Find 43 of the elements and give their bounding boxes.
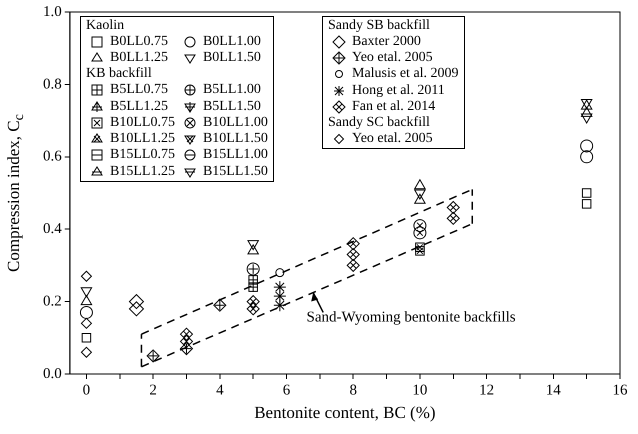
legend-label: B15LL1.50 — [202, 164, 268, 180]
annotation: Sandy SB backfill — [328, 18, 431, 34]
legend-label: Baxter 2000 — [351, 34, 422, 50]
annotation: Sand-Wyoming bentonite backfills — [306, 310, 516, 326]
legend-label: B15LL1.00 — [202, 147, 268, 164]
x-axis-title: Bentonite content, BC (%) — [254, 403, 436, 423]
legend-label: B15LL0.75 — [109, 147, 175, 164]
legend-label: B0LL1.25 — [109, 50, 169, 66]
annotation: Kaolin — [86, 18, 126, 34]
x-tick-label: 16 — [612, 382, 628, 398]
legend-label: B5LL1.00 — [202, 82, 262, 99]
y-tick-label: 0.2 — [43, 294, 62, 310]
legend-label: Hong et al. 2011 — [351, 82, 446, 99]
y-tick-label: 0.0 — [43, 366, 62, 382]
legend-label: Yeo etal. 2005 — [351, 50, 434, 66]
legend-label: Yeo etal. 2005 — [351, 131, 434, 148]
x-tick-label: 10 — [412, 382, 428, 398]
legend-label: B5LL0.75 — [109, 82, 169, 99]
annotation: KB backfill — [86, 66, 153, 82]
legend-label: Fan et al. 2014 — [351, 98, 436, 116]
legend-label: B0LL1.00 — [202, 34, 262, 50]
y-tick-label: 1.0 — [43, 4, 62, 20]
x-tick-label: 4 — [216, 382, 224, 398]
annotation: Sandy SC backfill — [328, 115, 431, 132]
y-tick-label: 0.4 — [43, 221, 62, 238]
x-tick-label: 14 — [546, 382, 562, 398]
x-tick-label: 12 — [479, 382, 494, 398]
legend-label: B15LL1.25 — [109, 164, 175, 180]
x-tick-label: 8 — [349, 382, 357, 398]
x-tick-label: 2 — [149, 382, 157, 398]
legend-label: B10LL1.25 — [109, 131, 175, 148]
legend-label: B10LL1.50 — [202, 131, 268, 148]
x-tick-label: 0 — [82, 382, 90, 398]
y-tick-label: 0.6 — [43, 148, 62, 165]
legend-label: B10LL1.00 — [202, 114, 268, 132]
legend-label: B10LL0.75 — [109, 114, 175, 132]
legend-label: B5LL1.50 — [202, 98, 262, 115]
legend-label: B0LL1.50 — [202, 50, 262, 66]
x-tick-label: 6 — [282, 382, 291, 398]
legend-label: Malusis et al. 2009 — [351, 66, 459, 83]
legend-label: B5LL1.25 — [109, 98, 169, 115]
legend-label: B0LL0.75 — [109, 34, 169, 50]
y-tick-label: 0.8 — [43, 76, 62, 92]
